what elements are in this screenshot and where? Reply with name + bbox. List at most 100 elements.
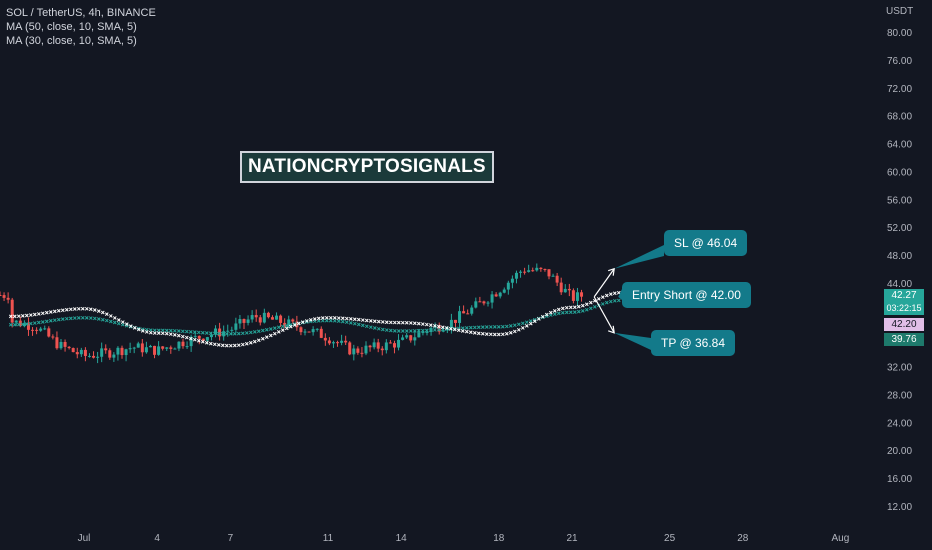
ma-marker [116, 321, 121, 326]
ma-marker [456, 328, 461, 333]
legend-ma-50[interactable]: MA (50, close, 10, SMA, 5) [6, 21, 137, 33]
candle-body [10, 299, 14, 323]
ma-marker [80, 315, 85, 320]
ma-marker [392, 328, 397, 333]
candle-body [250, 315, 254, 320]
candle-body [559, 282, 563, 293]
ma-marker [364, 324, 369, 329]
candle-body [83, 349, 87, 356]
ma-marker [512, 323, 517, 328]
ma-marker [608, 292, 613, 297]
candle-body [238, 319, 242, 324]
ma-marker [424, 322, 429, 327]
x-tick-label: 4 [154, 533, 160, 544]
ma-marker [288, 324, 293, 329]
candle-body [161, 346, 165, 349]
ma-marker [24, 313, 29, 318]
ma-marker [388, 328, 393, 333]
x-tick-label: Jul [78, 533, 91, 544]
ma-marker [480, 331, 485, 336]
ma-marker [532, 319, 537, 324]
candle-body [563, 288, 567, 293]
candle-body [494, 294, 498, 297]
ma-marker [280, 324, 285, 329]
ma-marker [616, 298, 621, 303]
ma-marker [20, 322, 25, 327]
ma-marker [316, 316, 321, 321]
candle-body [279, 315, 283, 323]
ma-marker [604, 300, 609, 305]
candle-body [523, 271, 527, 273]
ma-marker [568, 305, 573, 310]
ma-marker [408, 329, 413, 333]
candle-body [380, 348, 384, 351]
candle-body [96, 356, 100, 358]
ma-marker [408, 321, 413, 325]
y-tick-label: 68.00 [887, 112, 912, 123]
ma-marker [24, 322, 29, 326]
ma-marker [272, 331, 277, 336]
ma-marker [84, 306, 89, 311]
y-tick-label: 28.00 [887, 390, 912, 401]
ma-marker [444, 327, 449, 332]
ma-marker [500, 332, 505, 337]
ma-marker [548, 310, 553, 315]
ma-marker [180, 329, 185, 334]
ma-marker [300, 320, 305, 324]
candle-body [575, 292, 579, 301]
candle-body [189, 336, 193, 347]
ma-marker [156, 328, 161, 333]
ma-marker [464, 326, 469, 330]
candle-body [193, 335, 197, 337]
ma-marker [580, 308, 585, 313]
ma-marker [372, 319, 377, 324]
ma-marker [324, 318, 329, 323]
ma-marker [192, 330, 197, 335]
y-tick-label: 16.00 [887, 474, 912, 485]
ma-marker [200, 339, 205, 344]
ma-marker [212, 331, 217, 336]
ma-marker [372, 326, 377, 330]
ma-marker [224, 331, 229, 336]
ma-marker [416, 328, 421, 333]
candle-body [185, 346, 189, 348]
candle-body [315, 328, 319, 330]
ma-marker [536, 317, 541, 321]
candle-body [39, 328, 43, 331]
ma-marker [172, 328, 177, 333]
ma-marker [88, 307, 93, 312]
candle-body [87, 355, 91, 357]
ma-marker [500, 324, 505, 329]
ma-marker [172, 332, 177, 337]
candle-body [384, 342, 388, 351]
candle-body [258, 317, 262, 323]
x-tick-label: Aug [832, 533, 850, 544]
ma-marker [168, 332, 173, 337]
ma-marker [556, 311, 561, 316]
ma-marker [468, 325, 473, 330]
legend-symbol[interactable]: SOL / TetherUS, 4h, BINANCE [6, 7, 156, 19]
ma-marker [52, 318, 57, 323]
ma-marker [440, 325, 445, 330]
ma-marker [308, 318, 313, 322]
ma-marker [36, 312, 41, 316]
candle-body [209, 334, 213, 338]
ma-marker [104, 312, 109, 316]
entry-callout[interactable]: Entry Short @ 42.00 [622, 282, 751, 308]
ma-marker [220, 331, 225, 336]
ma-marker [312, 317, 317, 321]
ma-marker [232, 343, 237, 348]
ma-marker [60, 317, 65, 321]
ma-marker [208, 341, 213, 346]
last-price: 42.27 [891, 290, 917, 301]
ma-marker [236, 331, 241, 336]
ma-marker [168, 328, 173, 333]
legend-ma-30[interactable]: MA (30, close, 10, SMA, 5) [6, 35, 137, 47]
ma-marker [412, 321, 417, 326]
candle-body [177, 341, 181, 349]
ma-marker [572, 310, 577, 314]
tp-callout[interactable]: TP @ 36.84 [651, 330, 735, 356]
sl-callout[interactable]: SL @ 46.04 [664, 230, 748, 256]
